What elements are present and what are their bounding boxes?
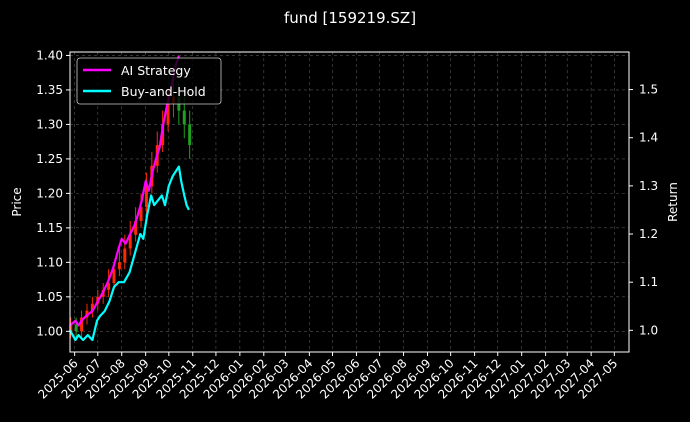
left-tick-label-0: 1.00 — [36, 324, 63, 338]
left-tick-label-3: 1.15 — [36, 221, 63, 235]
candle-body-9 — [117, 262, 121, 270]
left-tick-label-4: 1.20 — [36, 186, 63, 200]
candle-body-18 — [166, 103, 170, 125]
candle-body-2 — [80, 317, 84, 332]
legend-label-ai-strategy: AI Strategy — [121, 63, 191, 78]
candle-body-13 — [139, 207, 143, 221]
chart-title: fund [159219.SZ] — [284, 9, 416, 27]
candle-body-4 — [90, 303, 94, 311]
axes-frame — [69, 51, 630, 353]
series-lines — [69, 55, 190, 342]
left-tick-label-1: 1.05 — [36, 290, 63, 304]
left-tick-label-5: 1.25 — [36, 152, 63, 166]
legend-label-buy-and-hold: Buy-and-Hold — [121, 84, 206, 99]
candle-body-21 — [182, 110, 186, 125]
legend: AI Strategy Buy-and-Hold — [76, 57, 222, 105]
candle-body-7 — [107, 283, 111, 290]
series-line-ai-strategy — [69, 55, 180, 327]
y-axis-label-right: Return — [666, 182, 680, 222]
candle-body-22 — [188, 124, 192, 146]
left-tick-label-7: 1.35 — [36, 83, 63, 97]
right-tick-label-1: 1.1 — [639, 275, 658, 289]
candle-body-14 — [144, 186, 148, 208]
candle-body-11 — [128, 234, 132, 249]
right-tick-label-4: 1.4 — [639, 131, 658, 145]
left-tick-label-8: 1.40 — [36, 48, 63, 62]
right-tick-label-3: 1.3 — [639, 179, 658, 193]
left-tick-label-2: 1.10 — [36, 255, 63, 269]
candle-body-10 — [123, 248, 127, 263]
left-y-axis: 1.00 1.05 1.10 1.15 1.20 1.25 1.30 1.35 1.40 — [36, 48, 70, 338]
candle-body-1 — [74, 324, 78, 332]
series-line-buy-and-hold — [69, 165, 190, 342]
right-tick-label-2: 1.2 — [639, 227, 658, 241]
legend-box — [76, 57, 222, 105]
right-tick-label-0: 1.0 — [639, 323, 658, 337]
candle-body-0 — [69, 324, 73, 332]
y-axis-label-left: Price — [10, 187, 24, 216]
right-tick-label-5: 1.5 — [639, 83, 658, 97]
candle-body-8 — [112, 269, 116, 284]
right-y-axis: 1.0 1.1 1.2 1.3 1.4 1.5 — [629, 83, 658, 337]
candle-body-12 — [134, 220, 138, 235]
left-tick-label-6: 1.30 — [36, 117, 63, 131]
